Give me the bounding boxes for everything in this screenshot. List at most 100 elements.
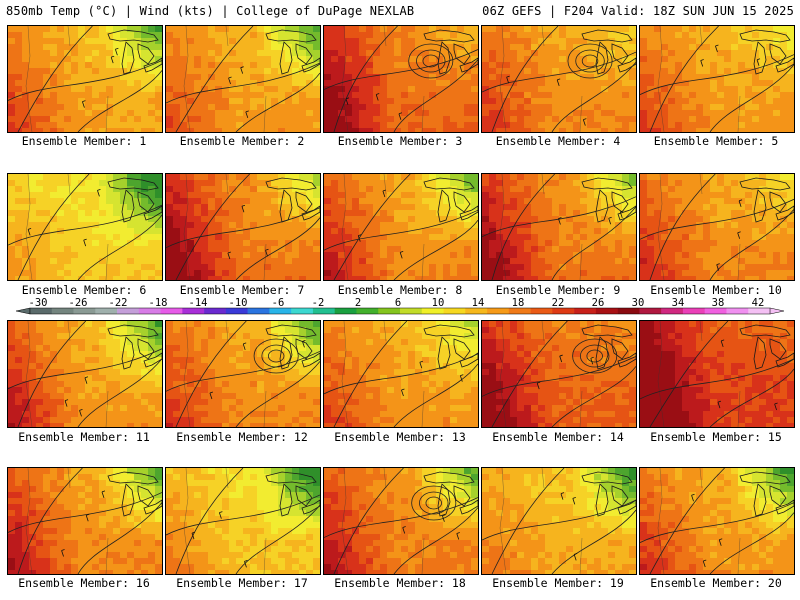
state-border-lines xyxy=(499,174,583,280)
state-border-lines xyxy=(341,321,425,427)
state-border-lines xyxy=(341,174,425,280)
ensemble-member-map xyxy=(165,467,321,575)
low-pressure-contour xyxy=(425,496,442,510)
ensemble-member-map xyxy=(639,320,795,428)
ensemble-member-label: Ensemble Member: 14 xyxy=(492,430,624,444)
colorbar-tick-label: -18 xyxy=(149,297,168,309)
colorbar-swatch xyxy=(334,308,357,314)
wind-barb xyxy=(459,374,464,382)
low-pressure-contour xyxy=(572,338,618,374)
temperature-fill xyxy=(324,26,478,132)
wind-barb xyxy=(717,400,722,409)
wind-barb xyxy=(61,549,65,557)
ensemble-member-map xyxy=(7,173,163,281)
ensemble-member-label: Ensemble Member: 8 xyxy=(337,283,463,297)
colorbar-swatch xyxy=(661,308,684,314)
state-border-lines xyxy=(25,468,109,574)
state-border-lines xyxy=(657,174,741,280)
colorbar-tick-label: -6 xyxy=(272,297,285,309)
colorbar-swatch xyxy=(508,308,531,314)
temperature-colorbar: -30 -26 -22 -18 -14 -10 -6 -2 2 6 10 14 18 22 26 30 34 38… xyxy=(0,296,800,326)
state-border-lines xyxy=(25,26,109,132)
temperature-fill xyxy=(640,321,794,427)
wind-barb xyxy=(559,354,563,363)
low-pressure-contour xyxy=(422,54,439,68)
wind-barb xyxy=(590,356,594,365)
state-border-lines xyxy=(183,26,267,132)
height-contours xyxy=(324,26,478,132)
ensemble-member-map xyxy=(481,25,637,133)
temperature-fill xyxy=(482,174,636,280)
wind-barb xyxy=(114,47,119,56)
ensemble-member-label: Ensemble Member: 18 xyxy=(334,576,466,590)
temperature-fill xyxy=(8,174,162,280)
colorbar-swatch xyxy=(182,308,205,314)
colorbar-tick-label: 26 xyxy=(592,297,605,309)
great-lakes-outline xyxy=(581,324,636,370)
temperature-field-map xyxy=(482,26,636,132)
colorbar-swatch xyxy=(552,308,575,314)
height-contours xyxy=(166,26,320,132)
wind-barb xyxy=(619,210,624,219)
temperature-field-map xyxy=(324,26,478,132)
colorbar-tick-label: 22 xyxy=(552,297,565,309)
wind-barb xyxy=(79,409,83,417)
colorbar-swatch xyxy=(291,308,314,314)
colorbar-tick-label: -14 xyxy=(189,297,208,309)
ensemble-member-map xyxy=(165,173,321,281)
temperature-field-map xyxy=(166,468,320,574)
wind-barb xyxy=(456,532,460,540)
ensemble-member-map xyxy=(323,467,479,575)
wind-barb xyxy=(242,342,247,350)
ensemble-member-label: Ensemble Member: 11 xyxy=(18,430,150,444)
height-contours xyxy=(166,174,320,280)
ensemble-member-map xyxy=(323,173,479,281)
temperature-field-map xyxy=(166,174,320,280)
wind-barb xyxy=(209,391,214,400)
temperature-field-map xyxy=(482,174,636,280)
colorbar-swatch xyxy=(30,308,53,314)
colorbar-swatch xyxy=(617,308,640,314)
ensemble-member-label: Ensemble Member: 5 xyxy=(653,134,779,148)
colorbar-swatch xyxy=(530,308,553,314)
temperature-fill xyxy=(166,468,320,574)
ensemble-member-label: Ensemble Member: 4 xyxy=(495,134,621,148)
wind-barb xyxy=(572,496,576,505)
temperature-field-map xyxy=(640,26,794,132)
wind-barb xyxy=(345,97,350,105)
low-pressure-contour xyxy=(419,491,449,515)
height-contours xyxy=(8,26,162,132)
temperature-fill xyxy=(324,174,478,280)
wind-barb xyxy=(110,55,115,64)
wind-barb xyxy=(691,493,695,502)
temperature-field-map xyxy=(8,321,162,427)
state-border-lines xyxy=(25,321,109,427)
low-pressure-contour xyxy=(416,49,446,73)
ensemble-member-label: Ensemble Member: 7 xyxy=(179,283,305,297)
ensemble-member-label: Ensemble Member: 19 xyxy=(492,576,624,590)
ensemble-member-label: Ensemble Member: 3 xyxy=(337,134,463,148)
wind-barb xyxy=(244,560,248,568)
wind-barb xyxy=(756,58,761,66)
height-contours xyxy=(640,468,794,574)
colorbar-tick-label: 6 xyxy=(395,297,401,309)
height-contours xyxy=(166,321,320,427)
temperature-field-map xyxy=(166,321,320,427)
wind-barb xyxy=(700,59,704,67)
state-border-lines xyxy=(499,26,583,132)
wind-barb xyxy=(399,250,404,259)
wind-barb xyxy=(302,340,306,348)
colorbar-swatch xyxy=(95,308,118,314)
wind-barb xyxy=(228,76,232,85)
temperature-field-map xyxy=(8,26,162,132)
colorbar-swatch xyxy=(704,308,727,314)
colorbar-swatch xyxy=(160,308,183,314)
colorbar-swatch xyxy=(73,308,96,314)
colorbar-outline xyxy=(29,307,771,315)
great-lakes-outline xyxy=(423,324,478,370)
wind-barb xyxy=(774,402,778,411)
ensemble-member-map xyxy=(323,320,479,428)
ensemble-member-map xyxy=(7,467,163,575)
wind-barb xyxy=(506,75,510,84)
wind-barb xyxy=(85,513,90,522)
